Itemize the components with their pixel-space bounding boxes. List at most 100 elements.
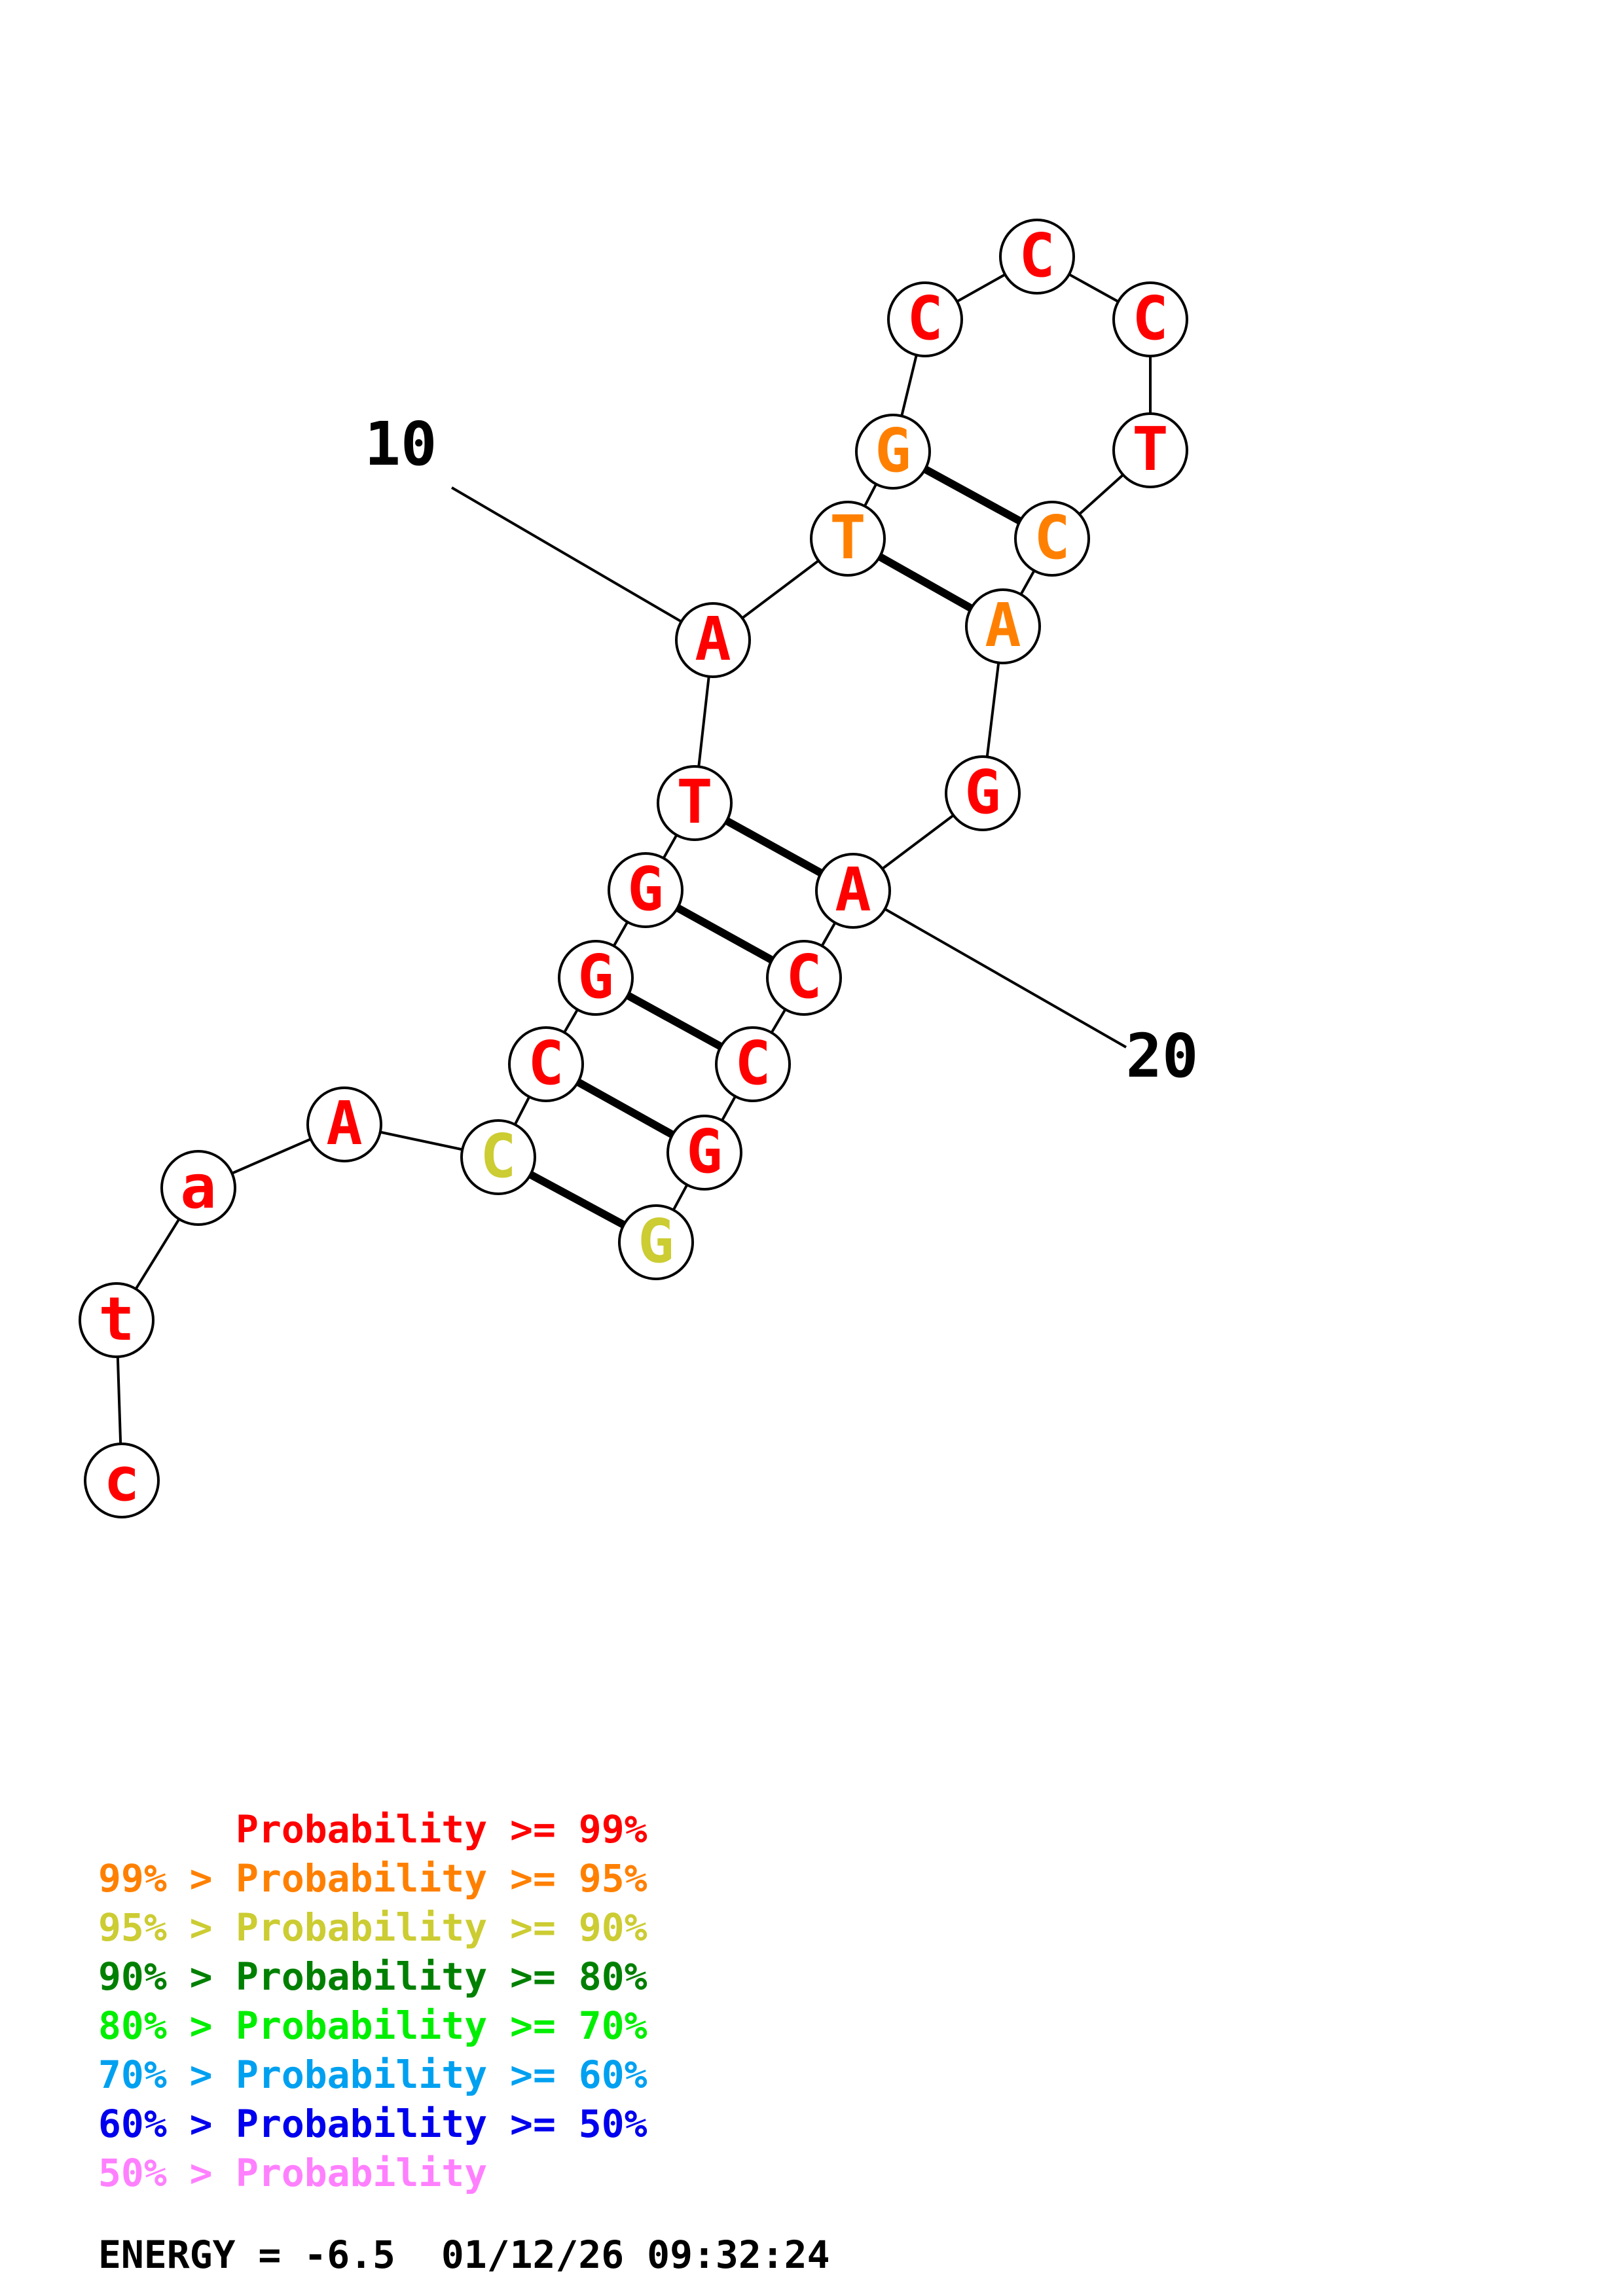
legend-row-1: Probability >= 99% <box>236 1807 647 1852</box>
nucleotide-circle <box>460 1119 536 1195</box>
nucleotide-18: A <box>965 588 1041 664</box>
legend-label: Probability >= 70% <box>236 2003 647 2048</box>
legend-prefix: 99% > <box>98 1856 236 1901</box>
nucleotide-letter: t <box>98 1284 134 1354</box>
nucleotide-13: C <box>887 281 963 357</box>
legend-row-7: 60% > Probability >= 50% <box>98 2102 647 2146</box>
legend-row-2: 99% > Probability >= 95% <box>98 1856 647 1901</box>
nucleotide-circle <box>766 940 842 1016</box>
nucleotide-letter: C <box>1132 283 1168 353</box>
probability-legend: Probability >= 99%99% > Probability >= 9… <box>98 1807 647 2195</box>
legend-prefix: 90% > <box>98 1954 236 1999</box>
nucleotide-circle <box>887 281 963 357</box>
nucleotide-circle <box>965 588 1041 664</box>
nucleotide-circle <box>666 1115 742 1191</box>
nucleotide-circle <box>657 765 733 841</box>
legend-row-5: 80% > Probability >= 70% <box>98 2003 647 2048</box>
nucleotide-circle <box>618 1204 694 1280</box>
nucleotide-letter: C <box>786 942 822 1012</box>
nucleotide-2: t <box>79 1282 155 1358</box>
nucleotide-letter: a <box>180 1152 216 1222</box>
nucleotide-24: G <box>618 1204 694 1280</box>
legend-prefix: 60% > <box>98 2102 236 2146</box>
nucleotide-4: A <box>306 1086 382 1162</box>
label-line-20 <box>852 889 1127 1049</box>
position-label-20: 20 <box>1126 1021 1199 1091</box>
position-label-lines <box>450 486 1127 1049</box>
nucleotide-17: C <box>1014 501 1090 577</box>
nucleotide-circle <box>1014 501 1090 577</box>
legend-label: Probability >= 99% <box>236 1807 647 1852</box>
nucleotide-11: T <box>810 501 886 577</box>
legend-prefix: 70% > <box>98 2053 236 2097</box>
nucleotide-circle <box>1112 281 1188 357</box>
nucleotide-letter: G <box>875 416 911 486</box>
label-line-10 <box>450 486 714 641</box>
nucleotide-10: A <box>675 602 751 678</box>
nucleotide-1: c <box>84 1443 160 1518</box>
nucleotide-letter: G <box>686 1117 722 1187</box>
legend-label: Probability <box>236 2151 487 2195</box>
nucleotide-letter: C <box>528 1028 564 1098</box>
nucleotide-letter: C <box>1034 503 1070 573</box>
nucleotide-letter: A <box>835 855 871 925</box>
legend-label: Probability >= 90% <box>236 1905 647 1950</box>
position-labels: 10 20 <box>365 409 1199 1091</box>
legend-prefix: 80% > <box>98 2003 236 2048</box>
nucleotide-letter: c <box>103 1444 139 1515</box>
nucleotide-letter: T <box>1132 414 1168 484</box>
nucleotide-8: G <box>608 852 684 928</box>
nucleotide-letter: G <box>964 757 1000 827</box>
nucleotide-circle <box>306 1086 382 1162</box>
nucleotide-14: C <box>999 219 1075 295</box>
nucleotide-19: G <box>945 755 1021 831</box>
nucleotide-letter: G <box>627 854 663 924</box>
nucleotide-letter: C <box>735 1028 771 1098</box>
nucleotide-12: G <box>855 414 931 490</box>
nucleotide-5: C <box>460 1119 536 1195</box>
nucleotide-9: T <box>657 765 733 841</box>
nucleotide-circle <box>558 940 634 1016</box>
legend-row-6: 70% > Probability >= 60% <box>98 2053 647 2097</box>
legend-label: Probability >= 95% <box>236 1856 647 1901</box>
energy-value: ENERGY = -6.5 <box>98 2233 395 2277</box>
nucleotide-15: C <box>1112 281 1188 357</box>
nucleotide-circle <box>84 1443 160 1518</box>
nucleotide-letter: C <box>907 283 943 353</box>
nucleotide-letter: C <box>1019 221 1055 291</box>
nucleotide-letter: A <box>695 604 731 674</box>
nucleotide-circle <box>999 219 1075 295</box>
legend-label: Probability >= 60% <box>236 2053 647 2097</box>
nucleotide-circle <box>79 1282 155 1358</box>
legend-label: Probability >= 50% <box>236 2102 647 2146</box>
nucleotide-circle <box>608 852 684 928</box>
nucleotide-letter: G <box>577 942 613 1012</box>
nucleotide-letter: G <box>638 1206 674 1276</box>
nucleotide-letter: T <box>830 503 866 573</box>
nucleotide-20: A <box>815 853 891 929</box>
nucleotide-circle <box>160 1150 236 1226</box>
legend-label: Probability >= 80% <box>236 1954 647 1999</box>
nucleotide-circle <box>855 414 931 490</box>
legend-row-3: 95% > Probability >= 90% <box>98 1905 647 1950</box>
nucleotide-16: T <box>1112 412 1188 488</box>
nucleotide-22: C <box>715 1026 791 1102</box>
nucleotide-letter: A <box>326 1088 362 1158</box>
nucleotide-letter: C <box>480 1121 516 1191</box>
legend-prefix: 50% > <box>98 2151 236 2195</box>
base-pair-lines <box>496 448 1054 1246</box>
nucleotide-letter: A <box>985 590 1021 660</box>
nucleotide-23: G <box>666 1115 742 1191</box>
energy-text: ENERGY = -6.5 01/12/26 09:32:24 <box>98 2233 830 2277</box>
energy-footer: ENERGY = -6.5 01/12/26 09:32:24 <box>98 2233 830 2277</box>
nucleotide-3: a <box>160 1150 236 1226</box>
nucleotide-letter: T <box>676 767 712 837</box>
nucleotide-circle <box>675 602 751 678</box>
legend-prefix: 95% > <box>98 1905 236 1950</box>
nucleotide-circle <box>815 853 891 929</box>
nucleotide-21: C <box>766 940 842 1016</box>
nucleotide-circle <box>508 1026 584 1102</box>
nucleotide-circle <box>810 501 886 577</box>
